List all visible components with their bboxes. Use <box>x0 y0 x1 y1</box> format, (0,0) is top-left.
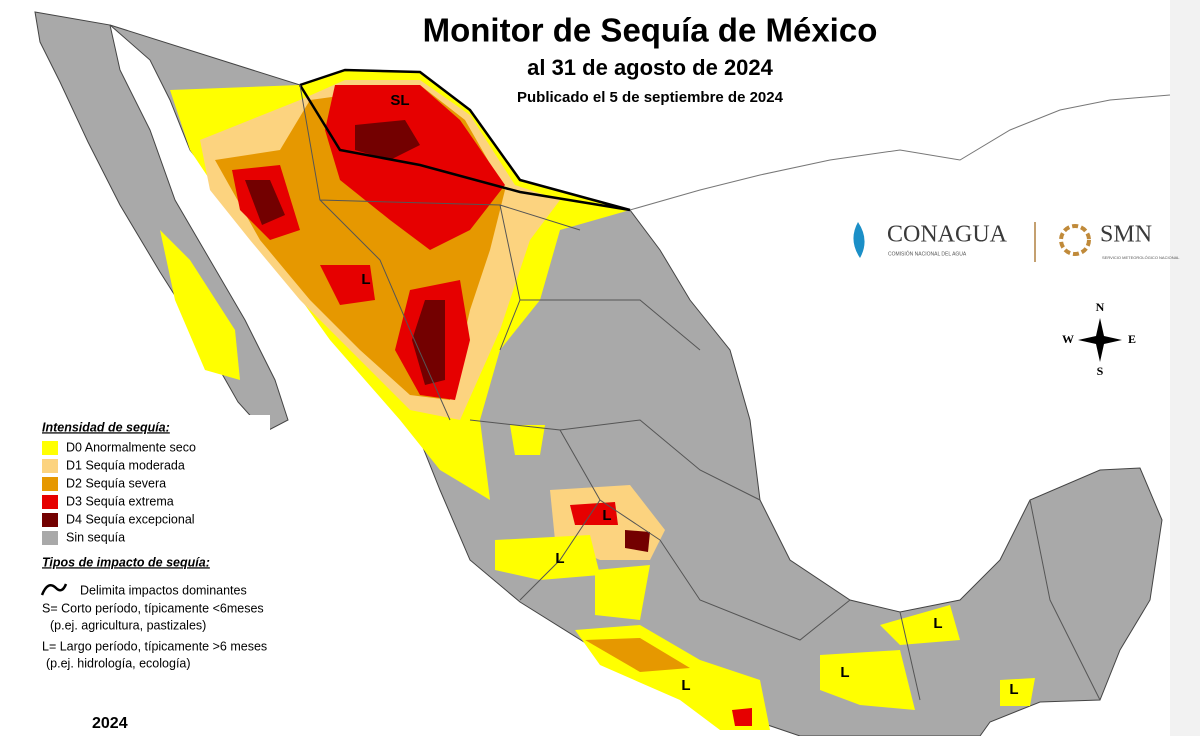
impact-label: L <box>555 550 564 567</box>
legend-swatch <box>42 531 58 545</box>
published-date: Publicado el 5 de septiembre de 2024 <box>517 89 784 106</box>
d3-area <box>570 502 618 525</box>
legend-swatch <box>42 495 58 509</box>
d0-area <box>495 535 600 580</box>
drought-areas <box>160 70 1035 730</box>
d0-area <box>510 425 545 455</box>
impact-note: S= Corto período, típicamente <6meses <box>42 601 264 615</box>
impact-label: SL <box>390 92 409 109</box>
d4-area <box>355 120 420 160</box>
impact-note: (p.ej. hidrología, ecología) <box>46 656 191 670</box>
legend-swatch <box>42 459 58 473</box>
impact-label: L <box>840 664 849 681</box>
legend-title: Intensidad de sequía: <box>42 420 170 434</box>
legend-swatch <box>42 441 58 455</box>
logos: CONAGUA COMISIÓN NACIONAL DEL AGUA SMN S… <box>853 222 1180 262</box>
impact-note: Delimita impactos dominantes <box>80 583 247 597</box>
impact-label: L <box>933 615 942 632</box>
d0-area <box>880 605 960 645</box>
d4-area <box>412 300 445 385</box>
legend-label: Sin sequía <box>66 530 125 544</box>
us-gulf-coast <box>629 94 1171 211</box>
compass-n: N <box>1096 300 1105 314</box>
year: 2024 <box>92 715 128 732</box>
impact-label: L <box>602 507 611 524</box>
impact-label: L <box>1009 681 1018 698</box>
compass-e: E <box>1128 332 1136 346</box>
d3-area <box>320 265 375 305</box>
d4-area <box>625 530 650 552</box>
conagua-name: CONAGUA <box>887 222 1008 248</box>
d0-area <box>820 650 915 710</box>
d3-area <box>732 708 752 726</box>
impact-note: L= Largo período, típicamente >6 meses <box>42 639 267 653</box>
impact-note: (p.ej. agricultura, pastizales) <box>50 618 206 632</box>
compass-s: S <box>1097 364 1104 378</box>
legend-swatch <box>42 513 58 527</box>
smn-icon <box>1059 224 1091 256</box>
d2-area <box>585 638 690 672</box>
smn-subtitle: SERVICIO METEOROLÓGICO NACIONAL <box>1102 255 1180 260</box>
map-labels: SL L L L L L L L <box>361 92 1018 698</box>
compass-rose <box>1078 318 1122 362</box>
legend-background <box>30 415 270 680</box>
impact-boundary <box>298 68 631 212</box>
state-borders <box>299 84 1101 701</box>
d0-area <box>160 230 240 380</box>
d4-area <box>245 180 285 225</box>
legend-label: D3 Sequía extrema <box>66 494 174 508</box>
legend-label: D0 Anormalmente seco <box>66 440 196 454</box>
impact-line-symbol <box>40 583 68 596</box>
compass: N E S W <box>1062 300 1136 378</box>
conagua-subtitle: COMISIÓN NACIONAL DEL AGUA <box>888 250 967 257</box>
compass-w: W <box>1062 332 1074 346</box>
legend-label: D1 Sequía moderada <box>66 458 185 472</box>
smn-name: SMN <box>1100 222 1152 248</box>
subtitle: al 31 de agosto de 2024 <box>527 55 774 80</box>
frame-edge <box>1170 0 1200 736</box>
conagua-icon <box>853 222 865 258</box>
legend-label: D2 Sequía severa <box>66 476 166 490</box>
legend: Intensidad de sequía: Tipos de impacto d… <box>40 420 267 670</box>
legend-label: D4 Sequía excepcional <box>66 512 195 526</box>
impact-title: Tipos de impacto de sequía: <box>42 555 210 569</box>
d0-area <box>595 565 650 620</box>
title: Monitor de Sequía de México <box>423 12 878 49</box>
impact-label: L <box>681 677 690 694</box>
legend-swatch <box>42 477 58 491</box>
impact-label: L <box>361 271 370 288</box>
d0-area <box>1000 678 1035 706</box>
